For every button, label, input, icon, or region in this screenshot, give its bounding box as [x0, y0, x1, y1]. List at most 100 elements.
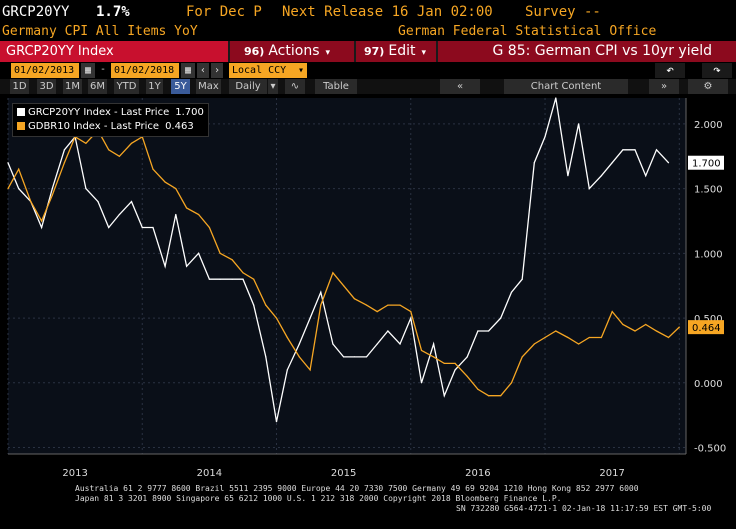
series-point: [298, 343, 300, 345]
security-field[interactable]: GRCP20YY Index: [0, 41, 228, 62]
x-tick-label: 2017: [599, 468, 624, 479]
undo-icon[interactable]: ↶: [655, 63, 685, 78]
series-point: [298, 356, 300, 358]
survey: Survey --: [525, 4, 601, 20]
table-button[interactable]: Table: [315, 79, 357, 94]
footer: Australia 61 2 9777 8600 Brazil 5511 239…: [0, 480, 736, 529]
period-1y[interactable]: 1Y: [146, 79, 163, 94]
date-bar: 01/02/2013 ▦ - 01/02/2018 ▦ ‹ › Local CC…: [0, 62, 736, 79]
x-tick-label: 2013: [62, 468, 87, 479]
series-point: [533, 162, 535, 164]
chevron-double-right-icon[interactable]: »: [649, 79, 679, 94]
x-tick-label: 2016: [465, 468, 490, 479]
series-point: [265, 356, 267, 358]
series-point: [510, 382, 513, 384]
series-point: [376, 311, 378, 313]
series-point: [410, 317, 412, 319]
series-point: [645, 323, 647, 326]
footer-contacts-2: Japan 81 3 3201 8900 Singapore 65 6212 1…: [75, 494, 562, 503]
period-max[interactable]: Max: [196, 79, 221, 94]
currency-select[interactable]: Local CCY: [229, 63, 295, 78]
series-point: [655, 330, 658, 332]
series-point: [51, 188, 53, 190]
series-point: [219, 278, 221, 280]
y-tick-label: 1.500: [694, 185, 723, 196]
series-point: [343, 356, 345, 358]
price-chart[interactable]: 2.000 1.500 1.000 0.500 0.000 -0.500 2013 2014 2…: [0, 94, 736, 480]
series-point: [286, 369, 288, 371]
series-point: [85, 142, 87, 144]
series-point: [108, 226, 110, 229]
end-date-field[interactable]: 01/02/2018: [111, 63, 179, 78]
series-point: [466, 356, 468, 358]
chevron-double-left-icon[interactable]: «: [440, 79, 480, 94]
series-point: [63, 149, 65, 151]
frequency-select[interactable]: Daily: [229, 79, 267, 94]
period-6m[interactable]: 6M: [88, 79, 107, 94]
series-point: [376, 343, 378, 345]
series-point: [588, 188, 590, 190]
series-point: [454, 369, 456, 371]
ticker: GRCP20YY: [2, 4, 70, 20]
series-point: [41, 226, 43, 229]
series-point: [51, 194, 53, 196]
chart-title: G 85: German CPI vs 10yr yield: [438, 41, 736, 62]
chevron-right-icon[interactable]: ›: [211, 63, 223, 78]
chevron-down-icon[interactable]: ▾: [295, 63, 307, 78]
edit-number: 97): [364, 45, 385, 58]
edit-label: Edit: [388, 43, 416, 59]
legend-swatch: [17, 108, 25, 116]
series-point: [275, 317, 278, 319]
series-point: [420, 382, 423, 384]
last-value-label-cpi: 1.700: [692, 159, 721, 170]
series-point: [521, 278, 523, 280]
x-tick-label: 2014: [197, 468, 222, 479]
period-1m[interactable]: 1M: [63, 79, 82, 94]
calendar-icon[interactable]: ▦: [81, 63, 95, 78]
series-point: [353, 356, 355, 358]
series-point: [275, 421, 278, 423]
chart-legend: GRCP20YY Index - Last Price 1.700 GDBR10 …: [12, 103, 209, 137]
series-point: [678, 326, 680, 328]
legend-label: GDBR10 Index - Last Price: [28, 121, 160, 132]
period-ytd[interactable]: YTD: [114, 79, 139, 94]
actions-button[interactable]: 96) Actions ▾: [230, 41, 354, 62]
series-line-cpi: [7, 97, 669, 422]
chevron-down-icon[interactable]: ▾: [268, 79, 278, 94]
series-point: [41, 220, 43, 222]
period-1d[interactable]: 1D: [10, 79, 29, 94]
redo-icon[interactable]: ↷: [702, 63, 732, 78]
series-point: [420, 349, 423, 351]
x-tick-label: 2015: [331, 468, 356, 479]
gear-icon[interactable]: ⚙: [688, 79, 728, 94]
edit-button[interactable]: 97) Edit ▾: [356, 41, 436, 62]
series-point: [521, 356, 523, 358]
series-point: [85, 188, 87, 190]
last-value-label-yield-box: [688, 320, 724, 335]
data-source: German Federal Statistical Office: [398, 24, 657, 39]
series-point: [544, 336, 546, 339]
series-point: [500, 317, 502, 319]
last-value-label-yield: 0.464: [692, 323, 721, 334]
start-date-field[interactable]: 01/02/2013: [11, 63, 79, 78]
footer-session: SN 732280 G564-4721-1 02-Jan-18 11:17:59…: [456, 504, 712, 513]
series-point: [634, 149, 636, 151]
series-point: [510, 291, 513, 293]
series-point: [309, 369, 311, 371]
chart-content-button[interactable]: Chart Content: [504, 79, 628, 94]
series-point: [399, 304, 401, 306]
table-label: Table: [323, 81, 349, 92]
line-chart-icon[interactable]: ∿: [285, 79, 305, 94]
chevron-left-icon[interactable]: ‹: [197, 63, 209, 78]
series-point: [320, 291, 322, 293]
period-5y[interactable]: 5Y: [171, 79, 190, 94]
period-3d[interactable]: 3D: [37, 79, 56, 94]
series-point: [611, 311, 613, 313]
y-tick-label: 0.500: [694, 314, 723, 325]
legend-label: GRCP20YY Index - Last Price: [28, 107, 170, 118]
calendar-icon[interactable]: ▦: [181, 63, 195, 78]
series-point: [242, 278, 244, 280]
series-point: [365, 304, 368, 306]
actions-number: 96): [244, 45, 265, 58]
series-point: [18, 168, 20, 170]
